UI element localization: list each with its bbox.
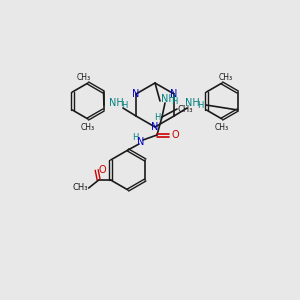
Text: CH₃: CH₃ [73,184,88,193]
Text: CH₃: CH₃ [77,73,91,82]
Text: O: O [171,130,179,140]
Text: NH: NH [185,98,200,108]
Text: N: N [132,89,140,99]
Text: N: N [170,89,178,99]
Text: N: N [151,122,159,132]
Text: H: H [171,98,177,106]
Text: CH₃: CH₃ [177,104,193,113]
Text: NH: NH [109,98,123,108]
Text: NH: NH [160,94,175,104]
Text: H: H [197,100,203,109]
Text: N: N [137,137,145,147]
Text: H: H [121,100,127,109]
Text: CH₃: CH₃ [215,122,229,131]
Text: CH₃: CH₃ [219,73,233,82]
Text: O: O [99,165,106,175]
Text: H: H [132,134,138,142]
Text: CH₃: CH₃ [81,122,95,131]
Text: H: H [154,113,160,122]
